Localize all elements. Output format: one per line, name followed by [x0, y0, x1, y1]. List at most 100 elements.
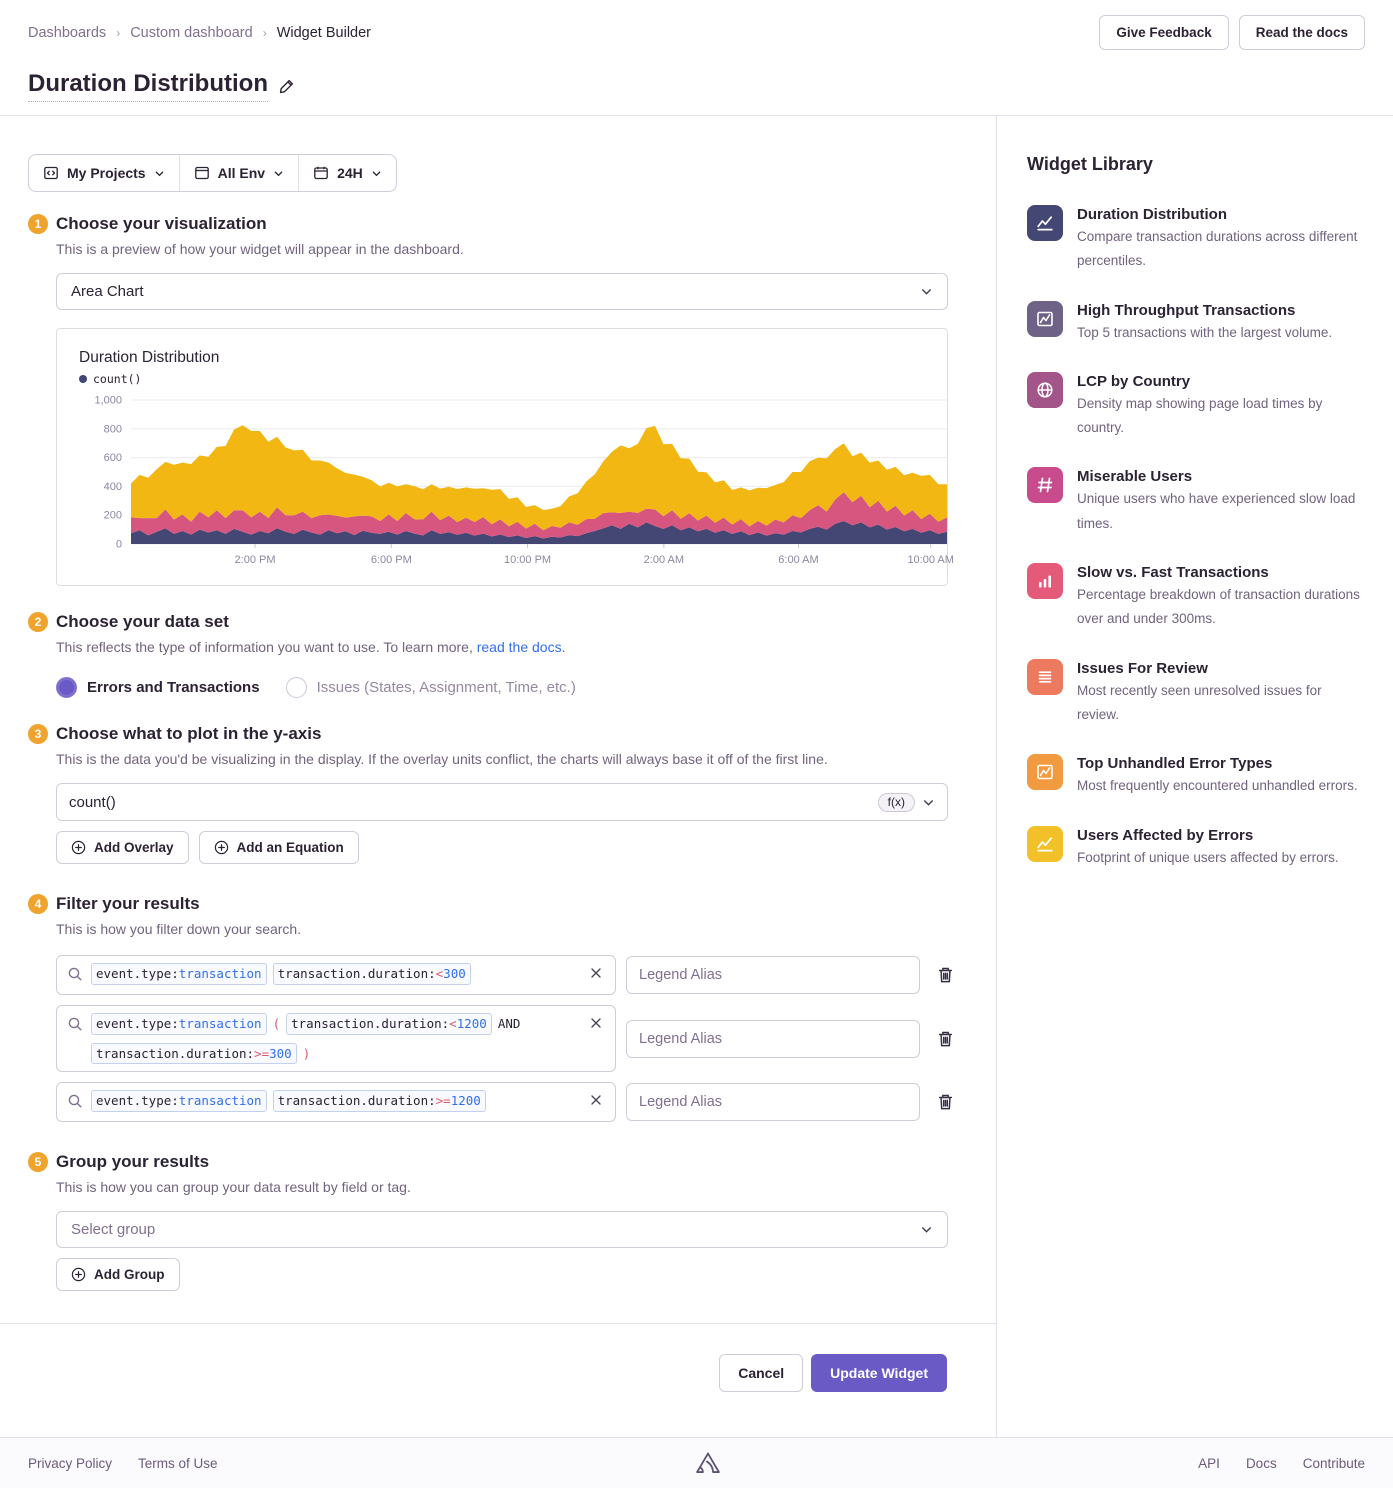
- search-query-input[interactable]: event.type:transaction transaction.durati…: [56, 955, 616, 995]
- chevron-down-icon: [922, 796, 935, 809]
- contribute-link[interactable]: Contribute: [1302, 1455, 1365, 1471]
- search-query-input[interactable]: event.type:transaction transaction.durati…: [56, 1082, 616, 1122]
- filter-row: event.type:transaction transaction.durati…: [56, 1082, 952, 1122]
- privacy-policy-link[interactable]: Privacy Policy: [28, 1455, 113, 1471]
- step-title: Choose your visualization: [56, 214, 267, 233]
- yaxis-function-field[interactable]: count() f(x): [56, 783, 948, 821]
- widget-item-description: Footprint of unique users affected by er…: [1077, 849, 1339, 865]
- search-icon: [67, 966, 83, 987]
- breadcrumb-separator: ›: [116, 26, 121, 40]
- page-title: Duration Distribution: [28, 70, 268, 102]
- environment-filter[interactable]: All Env: [178, 155, 298, 191]
- delete-filter-button[interactable]: [930, 1093, 960, 1111]
- widget-library-item[interactable]: Users Affected by Errors Footprint of uni…: [1027, 825, 1365, 870]
- step-filter: 4 Filter your results This is how you fi…: [28, 894, 952, 1122]
- chart-type-select[interactable]: Area Chart: [56, 273, 948, 310]
- group-select[interactable]: Select group: [56, 1211, 948, 1248]
- clear-query-icon[interactable]: [589, 966, 603, 980]
- widget-library-item[interactable]: Top Unhandled Error Types Most frequently…: [1027, 754, 1365, 798]
- svg-text:600: 600: [104, 452, 122, 464]
- widget-library-item[interactable]: Miserable Users Unique users who have exp…: [1027, 467, 1365, 536]
- docs-link[interactable]: Docs: [1245, 1455, 1277, 1471]
- chevron-down-icon: [154, 168, 165, 179]
- legend-label: count(): [93, 372, 142, 386]
- widget-item-description: Density map showing page load times by c…: [1077, 395, 1323, 436]
- chart-title: Duration Distribution: [79, 349, 220, 366]
- add-equation-button[interactable]: Add an Equation: [198, 831, 359, 864]
- radio-unselected-icon[interactable]: [285, 677, 307, 698]
- widget-library-item[interactable]: Slow vs. Fast Transactions Percentage bre…: [1027, 563, 1365, 632]
- widget-library-item[interactable]: High Throughput Transactions Top 5 transa…: [1027, 300, 1365, 345]
- projects-icon: [43, 165, 59, 181]
- projects-filter[interactable]: My Projects: [29, 155, 179, 191]
- widget-library-item[interactable]: LCP by Country Density map showing page l…: [1027, 371, 1365, 441]
- svg-text:2:00 AM: 2:00 AM: [644, 554, 684, 566]
- legend-dot: [79, 375, 87, 383]
- chevron-down-icon: [920, 1223, 933, 1236]
- svg-text:6:00 AM: 6:00 AM: [778, 554, 818, 566]
- step-title: Filter your results: [56, 894, 200, 913]
- cancel-button[interactable]: Cancel: [719, 1354, 804, 1392]
- widget-item-title: Issues For Review: [1077, 659, 1208, 677]
- step-number-badge: 4: [28, 894, 48, 914]
- dataset-option-issues[interactable]: Issues (States, Assignment, Time, etc.): [285, 677, 576, 698]
- query-token[interactable]: transaction.duration:<1200: [286, 1013, 492, 1035]
- widget-library-item[interactable]: Issues For Review Most recently seen unre…: [1027, 658, 1365, 728]
- widget-library-item[interactable]: Duration Distribution Compare transaction…: [1027, 205, 1365, 274]
- legend-alias-input[interactable]: [626, 1083, 920, 1121]
- widget-item-description: Percentage breakdown of transaction dura…: [1077, 587, 1360, 627]
- clear-query-icon[interactable]: [589, 1093, 603, 1107]
- breadcrumb: Dashboards › Custom dashboard › Widget B…: [28, 15, 371, 41]
- radio-label: Issues (States, Assignment, Time, etc.): [316, 679, 576, 696]
- api-link[interactable]: API: [1198, 1455, 1220, 1471]
- widget-item-description: Top 5 transactions with the largest volu…: [1077, 324, 1333, 340]
- breadcrumb-dashboards[interactable]: Dashboards: [28, 25, 107, 41]
- add-group-button[interactable]: Add Group: [56, 1258, 180, 1291]
- delete-filter-button[interactable]: [930, 966, 960, 984]
- widget-item-title: LCP by Country: [1077, 372, 1191, 390]
- chart-type-value: Area Chart: [71, 283, 144, 300]
- query-token[interactable]: transaction.duration:>=1200: [272, 1090, 486, 1112]
- widget-library-list: Duration Distribution Compare transaction…: [1027, 205, 1365, 870]
- widget-item-title: Miserable Users: [1077, 468, 1193, 486]
- add-overlay-button[interactable]: Add Overlay: [56, 831, 189, 864]
- query-token[interactable]: transaction.duration:>=300: [91, 1042, 297, 1064]
- bar-chart-icon: [1027, 563, 1063, 600]
- step-title: Group your results: [56, 1152, 210, 1171]
- step-number-badge: 3: [28, 724, 48, 744]
- widget-item-title: Slow vs. Fast Transactions: [1077, 564, 1269, 582]
- terms-of-use-link[interactable]: Terms of Use: [138, 1455, 218, 1471]
- breadcrumb-custom-dashboard[interactable]: Custom dashboard: [130, 25, 253, 41]
- radio-selected-icon[interactable]: [56, 677, 77, 698]
- give-feedback-button[interactable]: Give Feedback: [1099, 15, 1229, 50]
- query-token[interactable]: event.type:transaction: [91, 963, 267, 985]
- svg-text:800: 800: [104, 423, 122, 435]
- filter-row: event.type:transaction ( transaction.durat…: [56, 1005, 952, 1072]
- svg-text:0: 0: [116, 539, 122, 551]
- widget-library-panel: Widget Library Duration Distribution Comp…: [997, 116, 1393, 1437]
- legend-alias-input[interactable]: [626, 1019, 920, 1058]
- query-token[interactable]: event.type:transaction: [91, 1090, 267, 1112]
- delete-filter-button[interactable]: [930, 1030, 960, 1048]
- step-subtitle: This is the data you'd be visualizing in…: [56, 751, 828, 767]
- read-docs-link[interactable]: read the docs.: [476, 639, 566, 655]
- widget-item-title: Top Unhandled Error Types: [1077, 755, 1273, 773]
- breadcrumb-separator: ›: [262, 26, 267, 40]
- update-widget-button[interactable]: Update Widget: [811, 1354, 947, 1392]
- step-number-badge: 1: [28, 214, 48, 234]
- chevron-down-icon: [371, 168, 382, 179]
- page-footer: Privacy Policy Terms of Use API Docs Con…: [0, 1437, 1393, 1488]
- query-token[interactable]: event.type:transaction: [91, 1013, 267, 1035]
- query-boolean: AND: [497, 1016, 521, 1031]
- search-query-input[interactable]: event.type:transaction ( transaction.durat…: [56, 1005, 616, 1072]
- legend-alias-input[interactable]: [626, 956, 920, 994]
- sentry-logo: [218, 1452, 1199, 1474]
- time-range-filter[interactable]: 24H: [298, 155, 396, 191]
- query-token[interactable]: transaction.duration:<300: [272, 963, 471, 985]
- clear-query-icon[interactable]: [589, 1016, 603, 1030]
- read-docs-button[interactable]: Read the docs: [1238, 15, 1365, 50]
- dataset-option-errors-transactions[interactable]: Errors and Transactions: [56, 677, 260, 698]
- query-paren: (: [272, 1016, 281, 1031]
- edit-title-icon[interactable]: [278, 78, 295, 95]
- step-title: Choose what to plot in the y-axis: [56, 724, 322, 743]
